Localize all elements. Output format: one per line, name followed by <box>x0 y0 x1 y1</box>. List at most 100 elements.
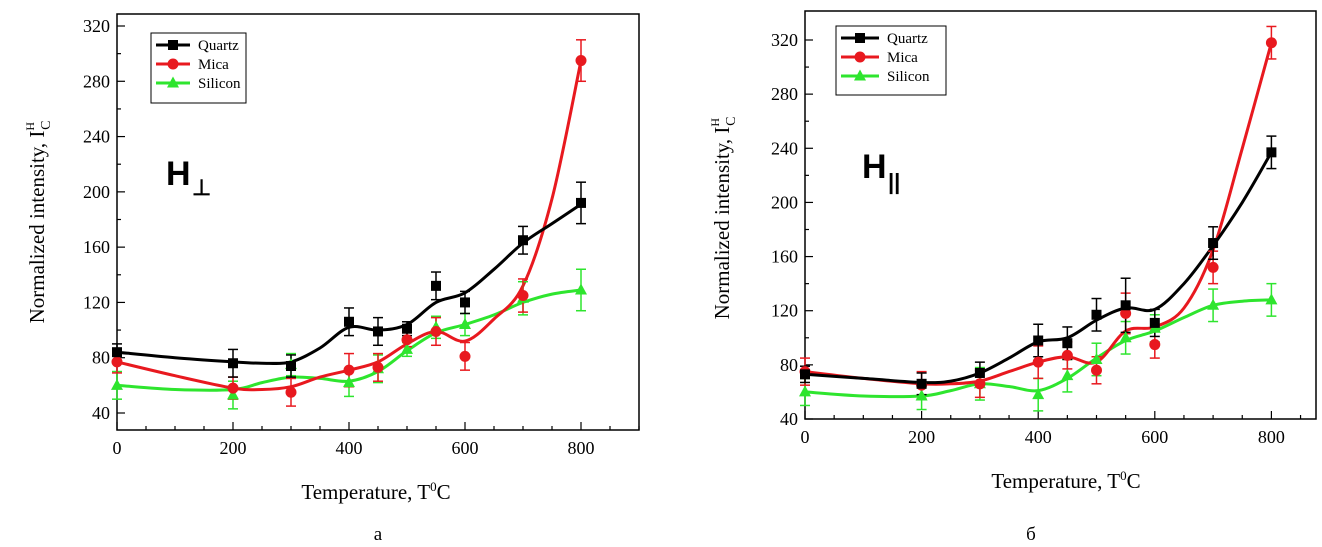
data-point-quartz <box>228 358 238 369</box>
data-point-quartz <box>373 326 383 337</box>
data-point-quartz <box>1120 300 1131 311</box>
y-axis-title-sub: C <box>724 117 739 126</box>
chart-panel-b: 0 200 400 600 800 40 80 120 160 200 240 280 320 Qua… <box>708 10 1317 545</box>
legend-marker-quartz <box>168 40 178 50</box>
data-point-mica <box>974 378 986 390</box>
x-tick-label: 0 <box>113 438 122 458</box>
field-subscript: || <box>888 169 900 194</box>
data-point-silicon <box>1032 388 1045 400</box>
legend-label-mica: Mica <box>198 57 229 73</box>
data-point-silicon <box>459 318 471 330</box>
y-axis-title: Normalized intensity, IH C <box>708 117 739 320</box>
legend: Quartz Mica Silicon <box>150 32 247 104</box>
x-axis-title: Temperature, T0C <box>991 468 1140 493</box>
data-point-silicon <box>1265 293 1278 305</box>
y-tick-label: 120 <box>771 301 798 321</box>
x-tick-label: 0 <box>801 427 810 447</box>
data-point-quartz <box>916 378 927 389</box>
x-tick-label: 600 <box>452 438 479 458</box>
y-tick-label: 80 <box>92 348 110 368</box>
data-point-quartz <box>344 316 354 327</box>
data-point-silicon <box>799 385 811 397</box>
data-point-mica <box>1149 339 1161 351</box>
x-axis-title-sup: 0 <box>1120 468 1127 483</box>
chart-panel-a: 0 200 400 600 800 40 80 120 160 200 240 280 320 Qua… <box>23 13 640 545</box>
y-tick-label: 280 <box>83 71 110 91</box>
data-point-mica <box>227 382 239 394</box>
x-axis-title: Temperature, T0C <box>301 479 450 504</box>
data-points <box>111 55 587 400</box>
y-axis-title-main: Normalized intensity, I <box>710 127 734 320</box>
field-symbol: H <box>862 148 887 186</box>
y-axis-title-sup: H <box>708 118 722 127</box>
data-point-quartz <box>112 347 122 358</box>
y-tick-label: 240 <box>83 127 110 147</box>
legend-marker-mica <box>854 51 866 63</box>
data-point-quartz <box>286 361 296 372</box>
x-axis-title-main: Temperature, T <box>301 480 430 504</box>
data-point-silicon <box>915 389 928 401</box>
y-tick-label: 120 <box>83 292 110 312</box>
data-point-mica <box>1265 37 1277 49</box>
data-point-mica <box>1207 261 1219 273</box>
data-point-quartz <box>431 280 441 291</box>
x-tick-label: 800 <box>568 438 595 458</box>
panel-caption: а <box>374 524 383 545</box>
x-axis-title-tail: C <box>1127 469 1141 493</box>
y-tick-label: 160 <box>83 237 110 257</box>
x-axis-title-main: Temperature, T <box>991 469 1120 493</box>
data-point-silicon <box>343 376 355 388</box>
field-symbol: H <box>166 155 191 193</box>
x-tick-label: 800 <box>1258 427 1285 447</box>
y-tick-label: 200 <box>771 192 798 212</box>
data-point-mica <box>575 55 587 67</box>
data-point-quartz <box>1149 317 1160 328</box>
data-point-quartz <box>800 369 810 380</box>
field-subscript: ⊥ <box>192 175 211 200</box>
y-tick-label: 200 <box>83 182 110 202</box>
y-axis-title-main: Normalized intensity, I <box>25 131 49 324</box>
legend-label-mica: Mica <box>887 50 918 66</box>
y-tick-label: 320 <box>83 16 110 36</box>
data-point-mica <box>111 356 123 368</box>
legend-label-quartz: Quartz <box>887 31 928 47</box>
data-point-mica <box>343 364 355 376</box>
y-tick-label: 280 <box>771 84 798 104</box>
x-axis-ticks: 0 200 400 600 800 <box>113 422 640 458</box>
legend: Quartz Mica Silicon <box>835 25 947 96</box>
legend-label-silicon: Silicon <box>198 76 241 92</box>
y-axis-ticks: 40 80 120 160 200 240 280 320 <box>83 16 125 423</box>
data-point-quartz <box>1062 338 1073 349</box>
y-tick-label: 40 <box>92 403 110 423</box>
data-point-quartz <box>1033 335 1044 346</box>
data-point-quartz <box>460 297 470 308</box>
y-axis-title: Normalized intensity, IH C <box>23 121 54 324</box>
data-points <box>799 37 1278 401</box>
y-tick-label: 240 <box>771 138 798 158</box>
data-point-mica <box>372 361 384 373</box>
y-tick-label: 160 <box>771 247 798 267</box>
series-line-quartz <box>116 203 582 365</box>
legend-label-silicon: Silicon <box>887 69 930 85</box>
x-axis-title-sup: 0 <box>430 479 437 494</box>
y-tick-label: 80 <box>780 355 798 375</box>
x-axis-ticks: 0 200 400 600 800 <box>801 411 1302 447</box>
data-point-silicon <box>401 342 413 354</box>
x-tick-label: 600 <box>1141 427 1168 447</box>
legend-marker-silicon <box>167 76 179 88</box>
legend-marker-silicon <box>854 69 866 81</box>
data-point-quartz <box>974 367 985 378</box>
data-point-silicon <box>111 378 123 390</box>
data-point-mica <box>459 350 471 362</box>
x-tick-label: 200 <box>220 438 247 458</box>
panel-caption: б <box>1026 524 1036 545</box>
legend-marker-mica <box>167 58 179 70</box>
data-point-mica <box>1061 349 1073 361</box>
series-curves <box>116 60 583 392</box>
data-point-silicon <box>227 388 239 400</box>
legend-label-quartz: Quartz <box>198 38 239 54</box>
x-tick-label: 400 <box>1025 427 1052 447</box>
data-point-quartz <box>402 323 412 334</box>
data-point-quartz <box>1208 238 1219 249</box>
